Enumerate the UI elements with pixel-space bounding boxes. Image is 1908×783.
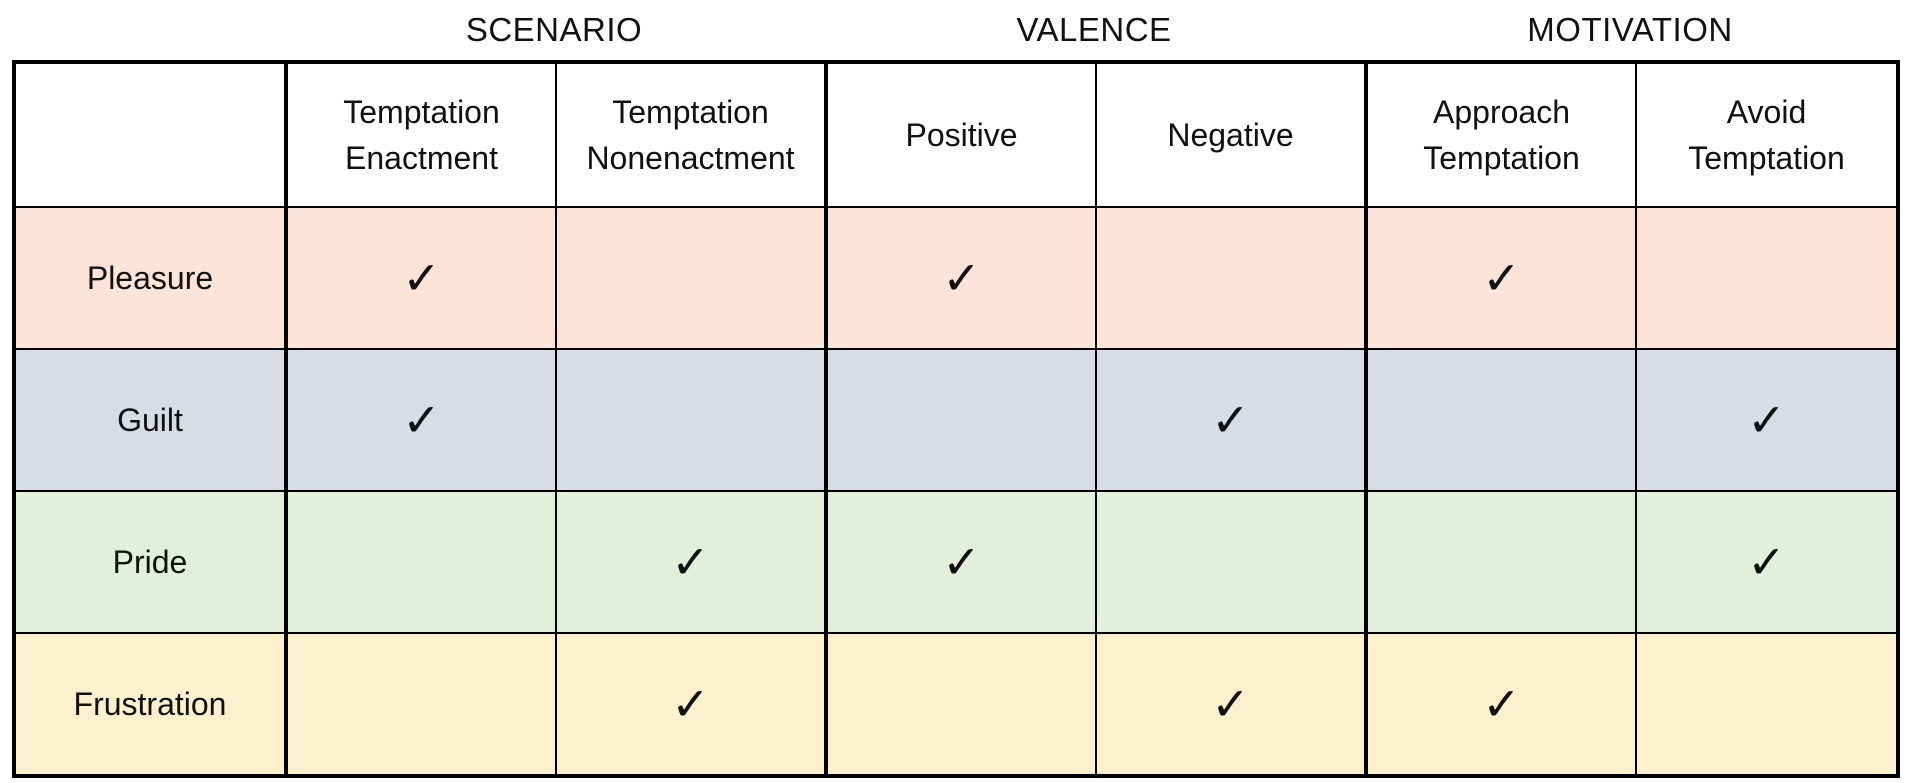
row-label: Pleasure [12,206,287,350]
matrix-cell [284,632,557,778]
checkmark-icon: ✓ [671,534,710,589]
group-label-valence: VALENCE [1016,11,1172,48]
header-row: Temptation Enactment Temptation Nonenact… [12,60,1900,208]
checkmark-icon: ✓ [942,534,981,589]
checkmark-icon: ✓ [1482,250,1521,305]
matrix-cell: ✓ [284,348,557,492]
matrix-cell [824,632,1097,778]
matrix-cell [1635,632,1900,778]
matrix-cell: ✓ [1635,490,1900,634]
group-label-motivation: MOTIVATION [1527,11,1733,48]
matrix-cell: ✓ [824,490,1097,634]
matrix-cell: ✓ [824,206,1097,350]
checkmark-icon: ✓ [671,676,710,731]
checkmark-icon: ✓ [942,250,981,305]
column-header-line2: Enactment [345,140,498,176]
column-header-line1: Approach [1433,94,1570,130]
matrix-cell: ✓ [1095,632,1367,778]
matrix-cell [1635,206,1900,350]
matrix-cell [1364,348,1637,492]
row-label: Pride [12,490,287,634]
checkmark-icon: ✓ [402,392,441,447]
corner-cell [12,60,287,208]
column-header-line2: Temptation [1688,140,1845,176]
matrix-cell: ✓ [555,490,827,634]
checkmark-icon: ✓ [1747,392,1786,447]
column-header-line2: Nonenactment [586,140,795,176]
checkmark-icon: ✓ [1211,676,1250,731]
group-label-scenario: SCENARIO [465,11,643,48]
column-header: Negative [1095,60,1367,208]
column-header-line1: Negative [1167,117,1294,153]
checkmark-icon: ✓ [1747,534,1786,589]
column-header-line1: Positive [905,117,1018,153]
matrix-cell [1364,490,1637,634]
table-row: Pleasure ✓ ✓ ✓ [12,206,1900,350]
checkmark-icon: ✓ [402,250,441,305]
matrix-cell [1095,206,1367,350]
matrix-cell [555,348,827,492]
column-header: Positive [824,60,1097,208]
row-label: Guilt [12,348,287,492]
column-header-line1: Avoid [1726,94,1807,130]
matrix-table: Temptation Enactment Temptation Nonenact… [12,60,1900,778]
matrix-cell [555,206,827,350]
row-label: Frustration [12,632,287,778]
matrix-cell [824,348,1097,492]
table-row: Frustration ✓ ✓ ✓ [12,632,1900,778]
matrix-cell: ✓ [1364,632,1637,778]
matrix-cell: ✓ [284,206,557,350]
column-header: Temptation Enactment [284,60,557,208]
matrix-cell: ✓ [1635,348,1900,492]
column-header-line1: Temptation [343,94,500,130]
column-header: Approach Temptation [1364,60,1637,208]
column-header: Temptation Nonenactment [555,60,827,208]
checkmark-icon: ✓ [1211,392,1250,447]
table-row: Pride ✓ ✓ ✓ [12,490,1900,634]
column-header-line2: Temptation [1423,140,1580,176]
checkmark-icon: ✓ [1482,676,1521,731]
matrix-cell [284,490,557,634]
matrix-cell: ✓ [1364,206,1637,350]
emotion-matrix: Temptation Enactment Temptation Nonenact… [12,60,1900,778]
column-header-line1: Temptation [612,94,769,130]
matrix-cell [1095,490,1367,634]
column-header: Avoid Temptation [1635,60,1900,208]
matrix-cell: ✓ [1095,348,1367,492]
matrix-cell: ✓ [555,632,827,778]
table-row: Guilt ✓ ✓ ✓ [12,348,1900,492]
